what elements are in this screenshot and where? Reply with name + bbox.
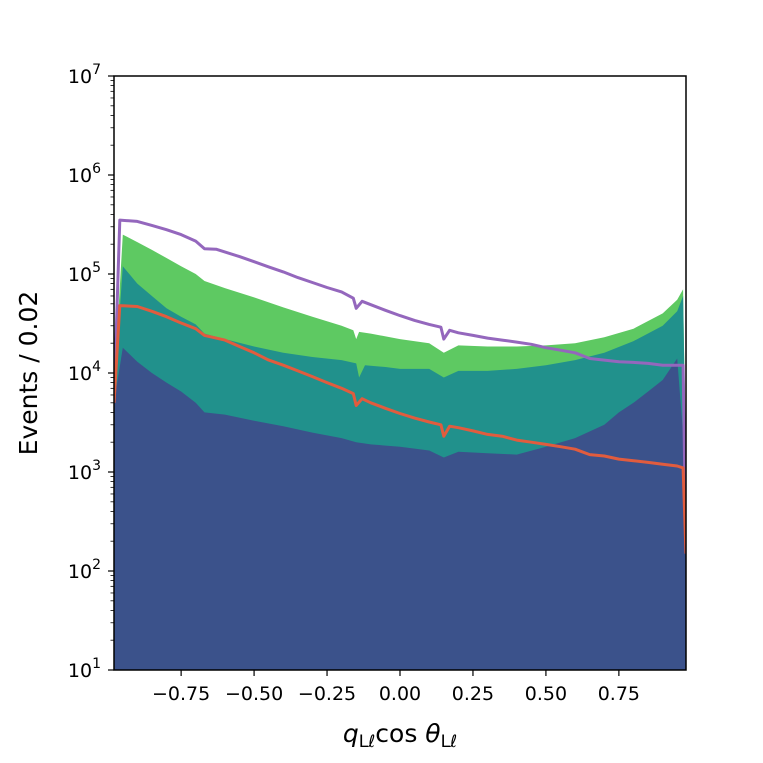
x-axis-title-theta: θ [425,719,440,748]
x-tick-label: −0.25 [298,683,356,705]
x-tick-label: −0.50 [225,683,283,705]
x-tick-label: 0.50 [525,683,567,705]
y-tick-label: 104 [68,359,101,385]
x-tick-label: −0.75 [152,683,210,705]
y-tick-label: 102 [68,557,101,583]
x-axis-title: qLℓcos θLℓ [343,719,457,752]
y-tick-label: 106 [68,161,101,187]
y-tick-label: 103 [68,458,101,484]
line-series-2 [114,304,686,554]
x-tick-label: 0.00 [379,683,421,705]
x-axis-title-cos: cos [375,719,425,748]
line-series [114,218,686,554]
x-tick-label: 0.75 [598,683,640,705]
x-axis-title-q: q [343,719,359,748]
line-series-1 [114,218,686,554]
stacked-areas [114,234,686,670]
y-axis-ticks: 101 102 103 104 105 106 107 [68,62,114,682]
x-axis-ticks: −0.75 −0.50 −0.25 0.00 0.25 0.50 0.75 [152,670,640,705]
x-axis-title-sub1: Lℓ [359,732,376,752]
area-component-1 [114,347,686,670]
y-tick-label: 105 [68,260,101,286]
x-axis-title-sub2: Lℓ [441,732,458,752]
x-tick-label: 0.25 [452,683,494,705]
y-axis-title: Events / 0.02 [14,291,43,456]
y-tick-label: 107 [68,62,101,88]
y-tick-label: 101 [68,656,101,682]
